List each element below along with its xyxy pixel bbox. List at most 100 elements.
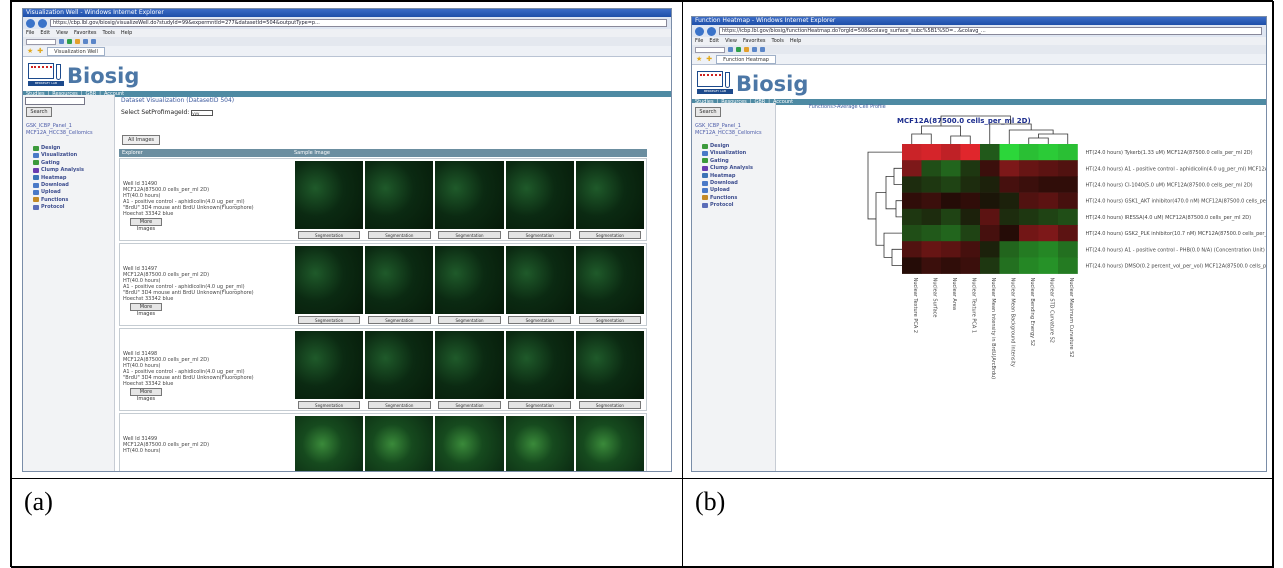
menu-item-help[interactable]: Help: [789, 38, 802, 44]
sample-image[interactable]: [295, 161, 364, 229]
url-field[interactable]: https://cbp.lbl.gov/biosig/visualizeWell…: [50, 19, 667, 27]
sample-image[interactable]: [505, 331, 574, 399]
sidebar-tool-heatmap[interactable]: Heatmap: [702, 173, 736, 179]
favorites-icon[interactable]: [744, 47, 749, 52]
home-icon[interactable]: [83, 39, 88, 44]
sidebar-tool-functions[interactable]: Functions: [702, 195, 737, 201]
tree-item-panel[interactable]: GSK_ICBP_Panel_1: [695, 123, 741, 129]
prof-image-select[interactable]: yyy: [191, 109, 214, 116]
sample-image[interactable]: [435, 331, 504, 399]
sidebar-tool-download[interactable]: Download: [33, 182, 69, 188]
segmentation-button[interactable]: Segmentation: [578, 231, 642, 239]
nav-link-gbr[interactable]: GBR: [754, 99, 766, 105]
all-images-button[interactable]: All Images: [122, 135, 160, 145]
search-icon[interactable]: [59, 39, 64, 44]
browser-tab[interactable]: Visualization Well: [47, 46, 105, 56]
nav-link-account[interactable]: Account: [103, 91, 125, 97]
segmentation-button[interactable]: Segmentation: [438, 401, 501, 409]
menu-item-edit[interactable]: Edit: [40, 30, 51, 36]
tree-item-panel[interactable]: GSK_ICBP_Panel_1: [26, 123, 72, 129]
sample-image[interactable]: [365, 416, 434, 471]
menu-item-tools[interactable]: Tools: [102, 30, 115, 36]
sidebar-tool-protocol[interactable]: Protocol: [33, 204, 65, 210]
segmentation-button[interactable]: Segmentation: [367, 316, 431, 324]
segmentation-button[interactable]: Segmentation: [508, 401, 572, 409]
tools-icon[interactable]: [91, 39, 96, 44]
search-icon[interactable]: [728, 47, 733, 52]
more-images-button[interactable]: More Images: [130, 218, 162, 232]
sample-image[interactable]: [365, 161, 434, 229]
home-icon[interactable]: [752, 47, 757, 52]
sample-image[interactable]: [295, 416, 364, 471]
nav-link-gbr[interactable]: GBR: [85, 91, 97, 97]
sample-image[interactable]: [435, 416, 504, 471]
menu-item-view[interactable]: View: [725, 38, 737, 44]
sidebar-tool-heatmap[interactable]: Heatmap: [33, 175, 67, 181]
forward-button-icon[interactable]: [38, 18, 47, 28]
sample-image[interactable]: [435, 246, 504, 314]
menu-item-favorites[interactable]: Favorites: [73, 30, 97, 36]
sidebar-tool-gating[interactable]: Gating: [33, 160, 60, 166]
sample-image[interactable]: [575, 161, 645, 229]
sidebar-tool-visualization[interactable]: Visualization: [702, 150, 746, 156]
segmentation-button[interactable]: Segmentation: [367, 401, 431, 409]
sample-image[interactable]: [575, 416, 645, 471]
menu-item-file[interactable]: File: [26, 30, 35, 36]
sidebar-tool-download[interactable]: Download: [702, 180, 738, 186]
sample-image[interactable]: [505, 416, 574, 471]
sidebar-tool-design[interactable]: Design: [702, 143, 729, 149]
more-images-button[interactable]: More Images: [130, 303, 162, 317]
search-button[interactable]: Search: [26, 107, 52, 117]
sidebar-tool-clump-analysis[interactable]: Clump Analysis: [33, 167, 84, 173]
sample-image[interactable]: [295, 331, 364, 399]
segmentation-button[interactable]: Segmentation: [367, 231, 431, 239]
nav-link-resources[interactable]: Resources: [721, 99, 747, 105]
sidebar-tool-upload[interactable]: Upload: [702, 187, 730, 193]
search-button[interactable]: Search: [695, 107, 721, 117]
add-favorite-icon[interactable]: ✚: [706, 54, 713, 63]
sidebar-tool-functions[interactable]: Functions: [33, 197, 68, 203]
segmentation-button[interactable]: Segmentation: [438, 231, 501, 239]
sidebar-tool-protocol[interactable]: Protocol: [702, 202, 734, 208]
add-icon[interactable]: [736, 47, 741, 52]
favorites-icon[interactable]: [75, 39, 80, 44]
nav-link-account[interactable]: Account: [772, 99, 794, 105]
forward-button-icon[interactable]: [707, 26, 716, 36]
tree-item-cellomics[interactable]: MCF12A_HCC38_Cellomics: [26, 130, 93, 136]
star-icon[interactable]: ★: [696, 54, 703, 63]
browser-tab[interactable]: Function Heatmap: [716, 54, 776, 64]
sidebar-tool-upload[interactable]: Upload: [33, 189, 61, 195]
segmentation-button[interactable]: Segmentation: [508, 316, 572, 324]
sample-image[interactable]: [435, 161, 504, 229]
sample-image[interactable]: [365, 331, 434, 399]
segmentation-button[interactable]: Segmentation: [578, 401, 642, 409]
segmentation-button[interactable]: Segmentation: [438, 316, 501, 324]
sample-image[interactable]: [505, 161, 574, 229]
sidebar-tool-clump-analysis[interactable]: Clump Analysis: [702, 165, 753, 171]
more-images-button[interactable]: More Images: [130, 388, 162, 402]
segmentation-button[interactable]: Segmentation: [508, 231, 572, 239]
sidebar-tool-gating[interactable]: Gating: [702, 158, 729, 164]
nav-link-studies[interactable]: Studies: [26, 91, 45, 97]
sidebar-tool-design[interactable]: Design: [33, 145, 60, 151]
segmentation-button[interactable]: Segmentation: [297, 316, 361, 324]
back-button-icon[interactable]: [695, 26, 704, 36]
add-favorite-icon[interactable]: ✚: [37, 46, 44, 55]
menu-item-file[interactable]: File: [695, 38, 704, 44]
sample-image[interactable]: [575, 331, 645, 399]
segmentation-button[interactable]: Segmentation: [297, 231, 361, 239]
menu-item-tools[interactable]: Tools: [771, 38, 784, 44]
menu-item-edit[interactable]: Edit: [709, 38, 720, 44]
menu-item-help[interactable]: Help: [120, 30, 133, 36]
menu-item-view[interactable]: View: [56, 30, 68, 36]
nav-link-studies[interactable]: Studies: [695, 99, 714, 105]
nav-link-resources[interactable]: Resources: [52, 91, 78, 97]
sample-image[interactable]: [365, 246, 434, 314]
sidebar-tool-visualization[interactable]: Visualization: [33, 152, 77, 158]
segmentation-button[interactable]: Segmentation: [297, 401, 361, 409]
segmentation-button[interactable]: Segmentation: [578, 316, 642, 324]
sample-image[interactable]: [575, 246, 645, 314]
tools-icon[interactable]: [760, 47, 765, 52]
breadcrumb[interactable]: Functions>Average Cell Profile: [809, 104, 886, 110]
sample-image[interactable]: [505, 246, 574, 314]
